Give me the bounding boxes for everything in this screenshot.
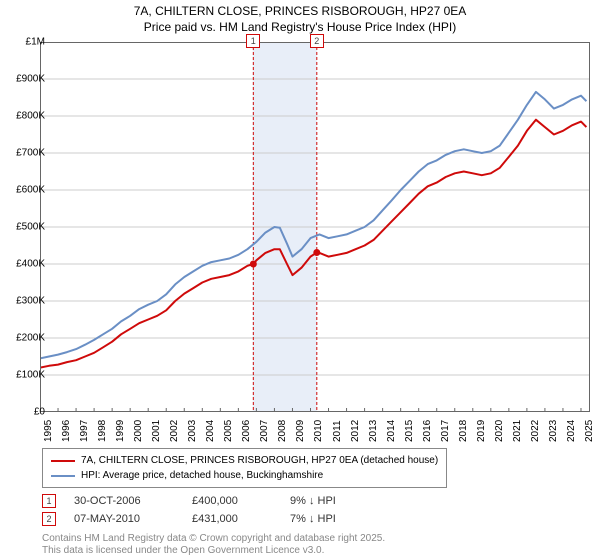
x-axis-tick-label: 2019 (476, 420, 487, 442)
line-chart-svg (40, 42, 590, 412)
footer-line-1: Contains HM Land Registry data © Crown c… (42, 533, 385, 545)
x-axis-tick-label: 2023 (548, 420, 559, 442)
footer-attribution: Contains HM Land Registry data © Crown c… (42, 533, 385, 557)
transaction-delta: 7% ↓ HPI (290, 513, 370, 525)
title-line-2: Price paid vs. HM Land Registry's House … (0, 20, 600, 36)
y-axis-tick-label: £700K (16, 148, 45, 159)
x-axis-tick-label: 2008 (277, 420, 288, 442)
legend-item: 7A, CHILTERN CLOSE, PRINCES RISBOROUGH, … (51, 453, 438, 468)
transaction-price: £431,000 (192, 513, 272, 525)
x-axis-tick-label: 2006 (241, 420, 252, 442)
x-axis-tick-label: 2014 (386, 420, 397, 442)
y-axis-tick-label: £0 (34, 407, 45, 418)
x-axis-tick-label: 2016 (422, 420, 433, 442)
y-axis-tick-label: £800K (16, 111, 45, 122)
transaction-row: 1 30-OCT-2006 £400,000 9% ↓ HPI (42, 494, 370, 508)
legend-swatch (51, 475, 75, 477)
x-axis-tick-label: 2017 (440, 420, 451, 442)
transaction-price: £400,000 (192, 495, 272, 507)
x-axis-tick-label: 2024 (566, 420, 577, 442)
title-line-1: 7A, CHILTERN CLOSE, PRINCES RISBOROUGH, … (0, 4, 600, 20)
x-axis-tick-label: 2015 (404, 420, 415, 442)
transaction-marker: 2 (42, 512, 56, 526)
legend-label: 7A, CHILTERN CLOSE, PRINCES RISBOROUGH, … (81, 453, 438, 468)
x-axis-tick-label: 2007 (259, 420, 270, 442)
x-axis-tick-label: 1997 (79, 420, 90, 442)
footer-line-2: This data is licensed under the Open Gov… (42, 545, 385, 557)
y-axis-tick-label: £1M (26, 37, 45, 48)
chart-marker-label: 1 (246, 34, 260, 48)
y-axis-tick-label: £600K (16, 185, 45, 196)
chart-plot-area (40, 42, 590, 412)
y-axis-tick-label: £500K (16, 222, 45, 233)
transactions-table: 1 30-OCT-2006 £400,000 9% ↓ HPI 2 07-MAY-2010… (42, 494, 370, 530)
x-axis-tick-label: 2004 (205, 420, 216, 442)
legend-label: HPI: Average price, detached house, Buck… (81, 468, 323, 483)
x-axis-tick-label: 2000 (133, 420, 144, 442)
x-axis-tick-label: 2001 (151, 420, 162, 442)
x-axis-tick-label: 2005 (223, 420, 234, 442)
legend-item: HPI: Average price, detached house, Buck… (51, 468, 438, 483)
transaction-date: 07-MAY-2010 (74, 513, 174, 525)
x-axis-tick-label: 2002 (169, 420, 180, 442)
x-axis-tick-label: 2025 (584, 420, 595, 442)
legend-swatch (51, 460, 75, 462)
x-axis-tick-label: 2011 (332, 420, 343, 442)
chart-title: 7A, CHILTERN CLOSE, PRINCES RISBOROUGH, … (0, 0, 600, 35)
x-axis-tick-label: 2020 (494, 420, 505, 442)
y-axis-tick-label: £300K (16, 296, 45, 307)
x-axis-tick-label: 2021 (512, 420, 523, 442)
chart-legend: 7A, CHILTERN CLOSE, PRINCES RISBOROUGH, … (42, 448, 447, 488)
x-axis-tick-label: 1995 (43, 420, 54, 442)
x-axis-tick-label: 1996 (61, 420, 72, 442)
chart-marker-label: 2 (310, 34, 324, 48)
transaction-date: 30-OCT-2006 (74, 495, 174, 507)
x-axis-tick-label: 2012 (350, 420, 361, 442)
transaction-marker: 1 (42, 494, 56, 508)
y-axis-tick-label: £400K (16, 259, 45, 270)
x-axis-tick-label: 2013 (368, 420, 379, 442)
transaction-delta: 9% ↓ HPI (290, 495, 370, 507)
x-axis-tick-label: 2022 (530, 420, 541, 442)
x-axis-tick-label: 2009 (295, 420, 306, 442)
y-axis-tick-label: £200K (16, 333, 45, 344)
y-axis-tick-label: £100K (16, 370, 45, 381)
x-axis-tick-label: 1998 (97, 420, 108, 442)
transaction-row: 2 07-MAY-2010 £431,000 7% ↓ HPI (42, 512, 370, 526)
x-axis-tick-label: 1999 (115, 420, 126, 442)
x-axis-tick-label: 2018 (458, 420, 469, 442)
x-axis-tick-label: 2003 (187, 420, 198, 442)
y-axis-tick-label: £900K (16, 74, 45, 85)
x-axis-tick-label: 2010 (313, 420, 324, 442)
